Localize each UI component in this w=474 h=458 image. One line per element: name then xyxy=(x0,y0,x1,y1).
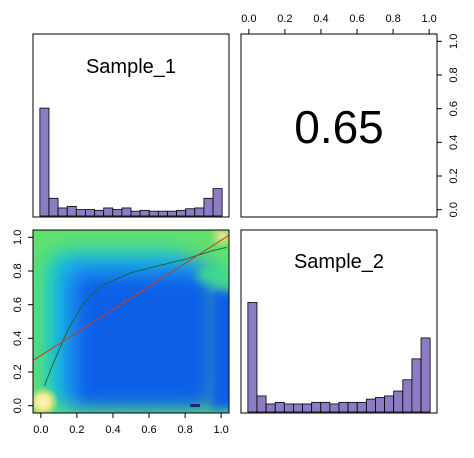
panel-heatmap: 0.0 0.2 0.4 0.6 0.8 1.0 0.0 0.2 0.4 0.6 0.8 1.0 xyxy=(12,229,230,436)
heatmap-right-bulge xyxy=(197,265,229,285)
histogram-bar xyxy=(121,207,132,217)
histogram-bar xyxy=(103,207,114,217)
panel-frame xyxy=(240,33,438,218)
histogram-bar xyxy=(356,401,367,413)
tick-label: 0.0 xyxy=(241,13,256,25)
histogram-bar xyxy=(256,395,267,413)
histogram-bar xyxy=(411,358,422,413)
tick-label: 1.0 xyxy=(422,13,437,25)
histogram-bar xyxy=(293,403,303,413)
panel-frame xyxy=(32,229,230,414)
top-axis: 0.0 0.2 0.4 0.6 0.8 1.0 xyxy=(241,13,437,34)
histogram-bar xyxy=(265,403,276,413)
panel-sample-1: Sample_1 xyxy=(32,33,230,218)
histogram-bar xyxy=(130,210,141,217)
panel-frame xyxy=(32,33,230,218)
panel-sample-2: Sample_2 xyxy=(240,229,438,414)
histogram-bar xyxy=(148,210,159,217)
histogram-bar xyxy=(247,302,258,413)
tick-label: 0.4 xyxy=(313,13,328,25)
histogram-sample-1 xyxy=(39,107,223,217)
histogram-bar xyxy=(185,208,196,217)
histogram-sample-2 xyxy=(247,302,431,413)
panel-title-sample-1: Sample_1 xyxy=(86,56,176,78)
histogram-bar xyxy=(302,403,313,413)
tick-label: 0.6 xyxy=(349,13,364,25)
histogram-bar xyxy=(94,209,105,217)
tick-label: 1.0 xyxy=(214,424,229,436)
histogram-bar xyxy=(212,188,223,217)
histogram-bar xyxy=(157,210,168,217)
tick-label: 0.8 xyxy=(177,424,192,436)
heatmap-right-edge xyxy=(210,290,229,410)
histogram-bar xyxy=(347,401,358,413)
tick-label: 0.8 xyxy=(448,67,460,82)
heatmap-hotspot-low xyxy=(33,386,59,413)
left-axis: 0.0 0.2 0.4 0.6 0.8 1.0 xyxy=(12,230,33,413)
histogram-bar xyxy=(402,379,413,413)
heatmap-core-region xyxy=(75,275,215,407)
smooth-line xyxy=(43,246,227,386)
tick-label: 0.4 xyxy=(448,135,460,150)
histogram-bar xyxy=(329,403,340,413)
right-axis: 0.0 0.2 0.4 0.6 0.8 1.0 xyxy=(437,34,460,217)
histogram-bar xyxy=(139,209,150,217)
histogram-bar xyxy=(338,401,349,413)
histogram-bar xyxy=(176,209,187,217)
tick-label: 0.2 xyxy=(69,424,84,436)
heatmap-surface xyxy=(33,230,229,413)
tick-label: 0.4 xyxy=(12,331,24,346)
tick-label: 0.2 xyxy=(277,13,292,25)
tick-label: 0.2 xyxy=(12,364,24,379)
tick-label: 0.2 xyxy=(448,168,460,183)
histogram-bar xyxy=(112,209,123,217)
panel-title-sample-2: Sample_2 xyxy=(294,251,384,273)
tick-label: 0.0 xyxy=(448,202,460,217)
histogram-bar xyxy=(274,401,285,413)
histogram-bar xyxy=(320,401,331,413)
correlation-value: 0.65 xyxy=(294,101,384,153)
bottom-axis: 0.0 0.2 0.4 0.6 0.8 1.0 xyxy=(33,413,229,436)
heatmap-speck xyxy=(190,404,200,407)
histogram-bar xyxy=(375,397,385,413)
histogram-bar xyxy=(57,207,68,217)
histogram-bar xyxy=(48,197,59,217)
tick-label: 0.0 xyxy=(33,424,48,436)
histogram-bar xyxy=(66,205,77,217)
histogram-bar xyxy=(75,209,86,217)
histogram-bar xyxy=(194,207,205,217)
histogram-bar xyxy=(283,403,294,413)
tick-label: 0.4 xyxy=(105,424,120,436)
tick-label: 0.6 xyxy=(448,101,460,116)
histogram-bar xyxy=(384,395,395,413)
histogram-bar xyxy=(203,197,214,217)
histogram-bar xyxy=(85,209,95,217)
panel-frame xyxy=(240,229,438,414)
tick-label: 0.0 xyxy=(12,398,24,413)
fit-line xyxy=(33,235,229,361)
tick-label: 1.0 xyxy=(448,34,460,49)
histogram-bar xyxy=(311,401,322,413)
tick-label: 0.6 xyxy=(141,424,156,436)
tick-label: 0.8 xyxy=(12,263,24,278)
histogram-bar xyxy=(365,398,376,413)
panel-correlation: 0.65 0.0 0.2 0.4 0.6 0.8 1.0 0.0 0.2 0.4 0.6 0.8 1… xyxy=(240,13,460,218)
tick-label: 0.6 xyxy=(12,297,24,312)
histogram-bar xyxy=(393,390,404,413)
tick-label: 0.8 xyxy=(385,13,400,25)
tick-label: 1.0 xyxy=(12,230,24,245)
histogram-bar xyxy=(167,210,177,217)
histogram-bar xyxy=(420,337,431,413)
histogram-bar xyxy=(39,107,50,217)
